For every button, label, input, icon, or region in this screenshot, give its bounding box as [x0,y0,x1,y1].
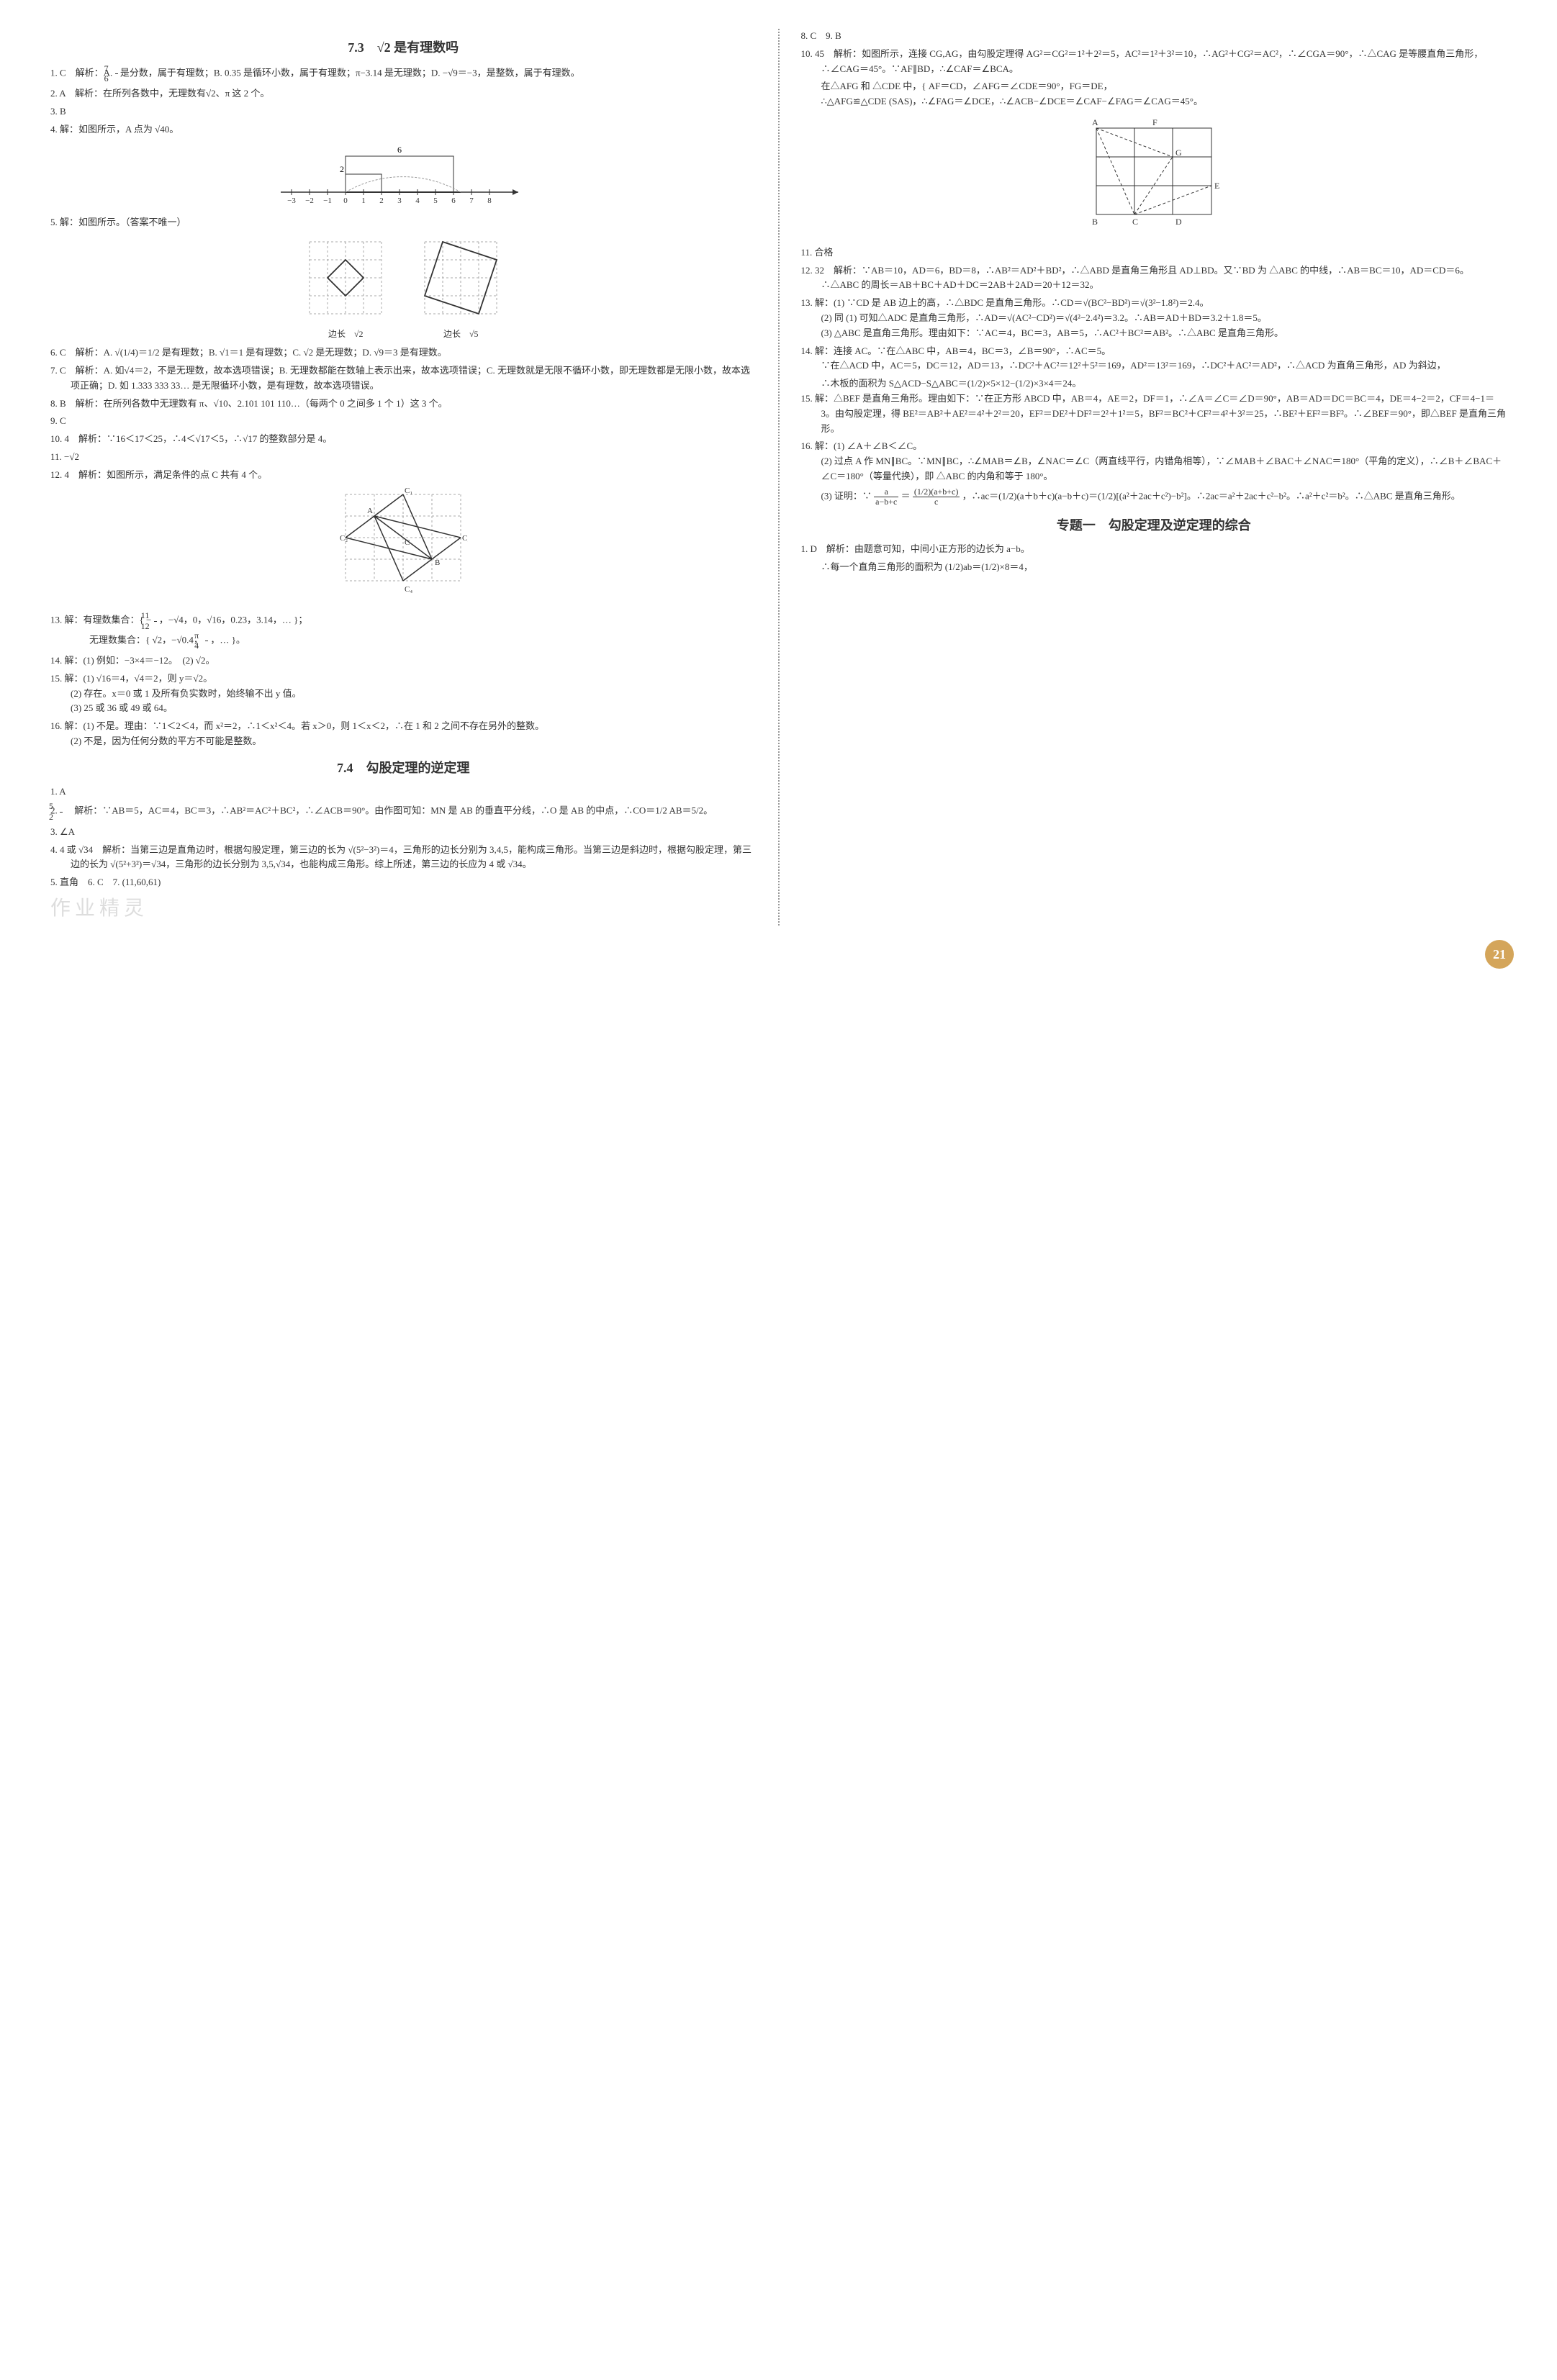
svg-text:7: 7 [470,196,474,205]
q11: 11. −√2 [50,450,757,465]
r14b: ∴木板的面积为 S△ACD−S△ABC＝(1/2)×5×12−(1/2)×3×4… [801,376,1507,392]
svg-text:B: B [435,558,440,567]
svg-text:0: 0 [344,196,348,205]
q3: 3. B [50,104,757,119]
b1: 1. A [50,784,757,800]
svg-text:C₄: C₄ [405,585,412,594]
left-column: 7.3 √2 是有理数吗 1. C 解析：A. 76 是分数，属于有理数；B. … [43,29,764,926]
b2: 2. 52 解析：∵AB＝5，AC＝4，BC＝3，∴AB²＝AC²＋BC²，∴∠… [50,802,757,821]
q5: 5. 解：如图所示。（答案不唯一） [50,215,757,230]
svg-text:C₁: C₁ [405,487,412,495]
svg-text:−3: −3 [287,196,296,205]
frac-7-6: 76 [115,64,118,83]
watermark: 作业精灵 [50,893,757,926]
q4: 4. 解：如图所示，A 点为 √40。 [50,122,757,137]
svg-text:C₂: C₂ [340,534,348,543]
r10c: ∴△AFG≌△CDE (SAS)，∴∠FAG＝∠DCE，∴∠ACB−∠DCE＝∠… [801,94,1507,109]
q8: 8. B 解析：在所列各数中无理数有 π、√10、2.101 101 110…（… [50,397,757,412]
q5-cap1: 边长 √2 [302,327,389,341]
q14: 14. 解：(1) 例如：−3×4＝−12。 (2) √2。 [50,653,757,669]
b3: 3. ∠A [50,825,757,840]
svg-text:E: E [1214,181,1219,191]
svg-text:A: A [1092,117,1098,127]
number-line-diagram: −3 −2 −1 0 1 2 3 4 5 6 7 8 6 2 [50,142,757,212]
svg-text:−2: −2 [305,196,314,205]
b5: 5. 直角 6. C 7. (11,60,61) [50,875,757,890]
svg-text:C: C [1132,217,1138,227]
page-columns: 7.3 √2 是有理数吗 1. C 解析：A. 76 是分数，属于有理数；B. … [43,29,1514,926]
svg-text:−1: −1 [323,196,332,205]
b4: 4. 4 或 √34 解析：当第三边是直角边时，根据勾股定理，第三边的长为 √(… [50,843,757,873]
q6: 6. C 解析：A. √(1/4)＝1/2 是有理数；B. √1＝1 是有理数；… [50,345,757,361]
q9: 9. C [50,414,757,429]
number-line-svg: −3 −2 −1 0 1 2 3 4 5 6 7 8 6 2 [274,142,533,207]
q16: 16. 解：(1) 不是。理由：∵1＜2＜4，而 x²＝2，∴1＜x²＜4。若 … [50,719,757,749]
svg-text:2: 2 [380,196,384,205]
section-7-3-title: 7.3 √2 是有理数吗 [50,37,757,58]
q5-diagrams: 边长 √2 边长 √5 [50,235,757,341]
r11: 11. 合格 [801,245,1507,261]
section-7-4-title: 7.4 勾股定理的逆定理 [50,758,757,779]
q13: 13. 解：有理数集合：{ − 1112 ，−√4，0，√16，0.23，3.1… [50,611,757,651]
r14: 14. 解：连接 AC。∵在△ABC 中，AB＝4，BC＝3，∠B＝90°，∴A… [801,344,1507,374]
q12: 12. 4 解析：如图所示，满足条件的点 C 共有 4 个。 [50,468,757,483]
sp1: 1. D 解析：由题意可知，中间小正方形的边长为 a−b。 [801,542,1507,557]
q1: 1. C 解析：A. 76 是分数，属于有理数；B. 0.35 是循环小数，属于… [50,64,757,83]
q15: 15. 解：(1) √16＝4，√4＝2，则 y＝√2。 (2) 存在。x＝0 … [50,671,757,716]
r10-diagram: A F G E B C D [801,114,1507,241]
svg-text:3: 3 [398,196,402,205]
numline-6: 6 [397,145,402,155]
svg-text:A: A [367,507,373,515]
page-number-area: 21 [43,940,1514,969]
svg-text:B: B [1092,217,1098,227]
q5-cap2: 边长 √5 [418,327,504,341]
svg-text:8: 8 [488,196,492,205]
r10: 10. 45 解析：如图所示，连接 CG,AG，由勾股定理得 AG²＝CG²＝1… [801,47,1507,77]
section-special-title: 专题一 勾股定理及逆定理的综合 [801,515,1507,536]
svg-text:5: 5 [434,196,438,205]
svg-text:G: G [1175,148,1182,158]
r13: 13. 解：(1) ∵CD 是 AB 边上的高，∴△BDC 是直角三角形。∴CD… [801,296,1507,340]
q5-sq1: 边长 √2 [302,235,389,341]
r8: 8. C 9. B [801,29,1507,44]
q7: 7. C 解析：A. 如√4＝2，不是无理数，故本选项错误；B. 无理数都能在数… [50,363,757,394]
svg-text:F: F [1152,117,1157,127]
column-divider [778,29,780,926]
page-number: 21 [1485,940,1514,969]
r15: 15. 解：△BEF 是直角三角形。理由如下：∵在正方形 ABCD 中，AB＝4… [801,392,1507,436]
svg-text:D: D [1175,217,1182,227]
svg-text:1: 1 [362,196,366,205]
r16c: (3) 证明：∵ aa−b+c ＝ (1/2)(a+b+c)c ，∴ac＝(1/… [801,487,1507,507]
q12-diagram: C₁ A C₂ C₃ B C₄ C [50,487,757,607]
r10b: 在△AFG 和 △CDE 中，{ AF＝CD，∠AFG＝∠CDE＝90°，FG＝… [801,79,1507,94]
sp1b: ∴每一个直角三角形的面积为 (1/2)ab＝(1/2)×8＝4， [801,560,1507,575]
numline-2: 2 [340,164,344,174]
q2: 2. A 解析：在所列各数中，无理数有√2、π 这 2 个。 [50,86,757,101]
svg-text:C: C [405,538,410,547]
q10: 10. 4 解析：∵16＜17＜25，∴4＜√17＜5，∴√17 的整数部分是 … [50,432,757,447]
right-column: 8. C 9. B 10. 45 解析：如图所示，连接 CG,AG，由勾股定理得… [794,29,1515,926]
svg-text:6: 6 [452,196,456,205]
svg-text:4: 4 [416,196,420,205]
q5-sq2: 边长 √5 [418,235,504,341]
r12: 12. 32 解析：∵AB＝10，AD＝6，BD＝8，∴AB²＝AD²＋BD²，… [801,263,1507,294]
r16: 16. 解：(1) ∠A＋∠B＜∠C。 (2) 过点 A 作 MN∥BC。∵MN… [801,439,1507,484]
q1b: 是分数，属于有理数；B. 0.35 是循环小数，属于有理数；π−3.14 是无理… [120,67,580,78]
svg-text:C₃: C₃ [462,534,468,543]
